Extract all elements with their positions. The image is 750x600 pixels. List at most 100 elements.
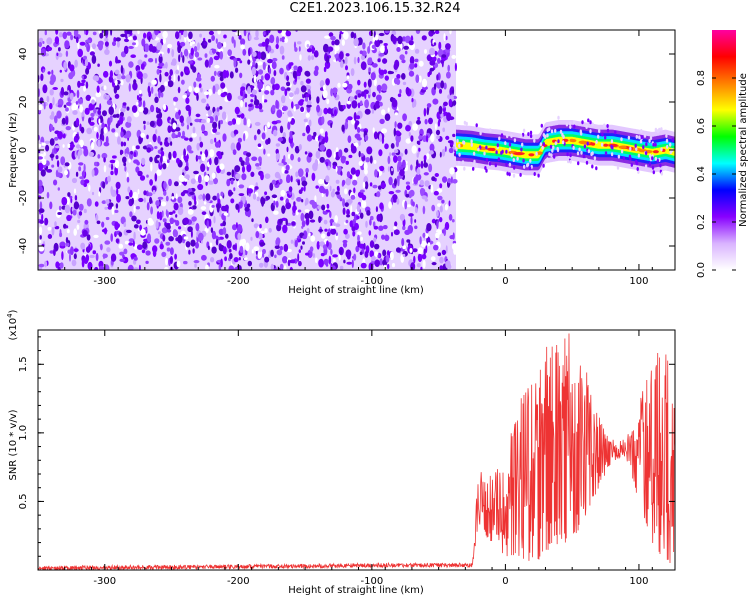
noise-speckle (115, 113, 120, 118)
noise-speckle (324, 228, 328, 232)
noise-speckle (383, 43, 388, 46)
noise-speckle (291, 221, 296, 226)
noise-speckle (49, 114, 55, 120)
noise-speckle (242, 48, 247, 56)
noise-speckle (66, 214, 72, 222)
noise-speckle (293, 65, 298, 71)
noise-speckle (69, 252, 71, 262)
noise-speckle (283, 265, 287, 270)
noise-speckle (328, 32, 334, 37)
noise-speckle (195, 242, 199, 249)
noise-speckle (404, 50, 408, 55)
noise-speckle (453, 247, 457, 255)
noise-speckle (343, 259, 346, 264)
noise-speckle (402, 113, 407, 122)
noise-speckle (258, 88, 262, 93)
noise-speckle (205, 264, 209, 270)
noise-speckle (434, 123, 437, 130)
noise-speckle (83, 257, 89, 264)
noise-speckle (277, 137, 284, 142)
noise-speckle (136, 161, 140, 166)
noise-speckle (42, 41, 45, 44)
noise-speckle (195, 154, 199, 162)
noise-speckle (286, 174, 291, 183)
noise-speckle (100, 243, 103, 251)
noise-speckle (271, 194, 278, 199)
noise-speckle (92, 31, 97, 36)
noise-speckle (439, 183, 443, 189)
noise-speckle (253, 134, 257, 141)
noise-speckle (352, 179, 358, 186)
noise-speckle (444, 221, 450, 231)
noise-speckle (40, 73, 44, 82)
chart-title: C2E1.2023.106.15.32.R24 (289, 1, 461, 16)
noise-speckle (405, 125, 411, 132)
noise-speckle (369, 155, 373, 164)
noise-speckle (307, 55, 311, 61)
y-tick-label: -20 (18, 190, 29, 206)
noise-speckle (416, 119, 421, 125)
ridge-speckle (634, 143, 637, 148)
noise-speckle (47, 226, 52, 231)
noise-speckle (313, 50, 319, 58)
noise-speckle (136, 219, 141, 225)
ridge-speckle (529, 134, 533, 139)
ridge-speckle (505, 162, 508, 167)
noise-speckle (110, 186, 113, 195)
noise-speckle (306, 44, 310, 48)
noise-speckle (385, 254, 390, 263)
noise-speckle (66, 229, 70, 234)
noise-speckle (169, 69, 173, 76)
noise-speckle (204, 149, 209, 158)
ridge-speckle (614, 130, 617, 135)
noise-speckle (445, 260, 451, 269)
noise-speckle (109, 159, 116, 164)
ridge-speckle (546, 133, 549, 138)
noise-speckle (406, 204, 412, 208)
noise-speckle (260, 172, 264, 181)
snr-y-exponent-base: (x10 (8, 318, 19, 341)
noise-speckle (114, 93, 120, 99)
noise-speckle (351, 100, 358, 109)
noise-speckle (75, 171, 79, 177)
noise-speckle (107, 124, 110, 132)
snr-y-label: SNR (10 * v/v) (8, 409, 19, 480)
noise-speckle (55, 261, 60, 269)
noise-speckle (177, 206, 184, 216)
noise-speckle (140, 63, 145, 70)
noise-speckle (406, 164, 408, 171)
noise-speckle (362, 42, 366, 50)
noise-speckle (143, 120, 146, 125)
noise-speckle (173, 101, 176, 106)
noise-speckle (433, 83, 437, 90)
noise-speckle (351, 259, 354, 269)
noise-speckle (177, 196, 183, 204)
noise-speckle (54, 36, 60, 45)
noise-speckle (395, 140, 399, 148)
noise-speckle (232, 149, 237, 156)
noise-speckle (230, 198, 235, 204)
noise-speckle (393, 155, 398, 163)
noise-speckle (393, 149, 399, 153)
noise-speckle (362, 181, 366, 189)
noise-speckle (44, 140, 50, 144)
ridge-speckle (606, 124, 609, 128)
noise-speckle (371, 108, 375, 114)
noise-speckle (297, 253, 300, 262)
noise-speckle (179, 115, 184, 123)
noise-speckle (231, 169, 235, 178)
noise-speckle (105, 135, 109, 145)
ridge-speckle (496, 143, 499, 148)
noise-speckle (413, 255, 416, 264)
noise-speckle (39, 235, 42, 240)
noise-speckle (152, 249, 157, 257)
noise-speckle (334, 39, 340, 46)
ridge-speckle (642, 145, 645, 150)
noise-speckle (432, 98, 439, 105)
noise-speckle (233, 39, 236, 48)
noise-speckle (101, 228, 108, 233)
ridge-speckle (465, 121, 468, 126)
noise-speckle (262, 31, 266, 36)
noise-speckle (228, 248, 232, 253)
noise-speckle (303, 118, 308, 123)
